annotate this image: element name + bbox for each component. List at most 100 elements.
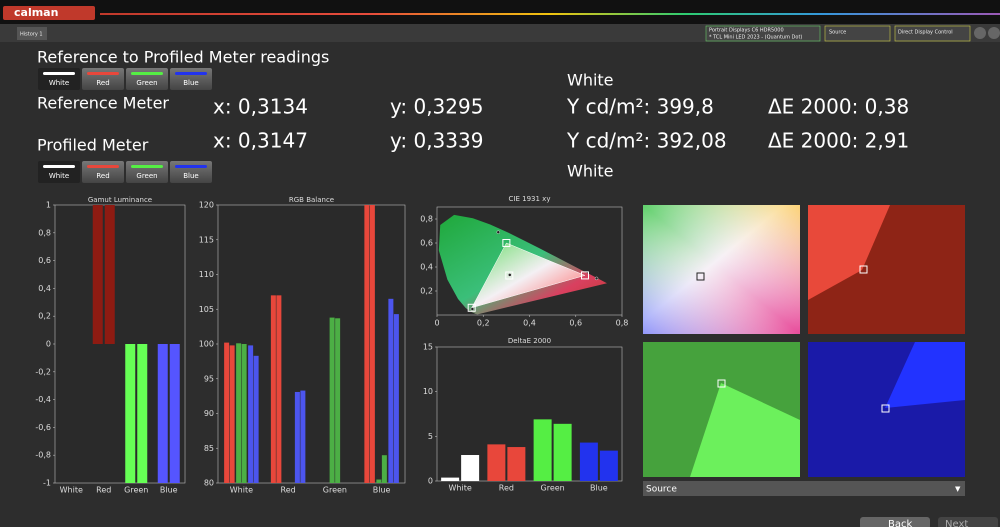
button-label: Green <box>136 172 157 180</box>
x-tick-label: Blue <box>590 484 608 493</box>
chart-title: CIE 1931 xy <box>509 195 551 203</box>
marker <box>881 404 890 413</box>
x-tick-label: Red <box>499 484 514 493</box>
source-dropdown[interactable] <box>643 481 965 496</box>
y-tick-label: 90 <box>204 409 214 418</box>
measured-point <box>470 307 475 311</box>
bar <box>294 391 300 483</box>
bar <box>461 455 480 481</box>
y-tick-label: 0,4 <box>38 284 51 293</box>
y-tick-label: 85 <box>204 444 214 453</box>
color-square-overlay <box>643 205 800 334</box>
x-tick-label: 0 <box>434 319 439 328</box>
rainbow-line <box>100 13 1000 15</box>
bar <box>393 314 399 483</box>
button-swatch <box>43 72 75 75</box>
y-tick-label: 0,4 <box>420 263 433 272</box>
bar <box>300 390 306 483</box>
marker <box>696 272 705 281</box>
x-tick-label: Green <box>323 486 347 495</box>
y-tick-label: 0,2 <box>38 312 51 321</box>
next-label: Next <box>945 519 968 527</box>
logo: calman <box>14 6 58 19</box>
bar <box>270 295 276 483</box>
back-button[interactable] <box>860 517 930 527</box>
bar <box>253 355 259 483</box>
bar <box>335 318 341 483</box>
y-tick-label: 0,8 <box>38 228 51 237</box>
settings-button[interactable] <box>974 27 986 39</box>
bar <box>92 205 103 344</box>
display-label: Portrait Displays C6 HDR5000 <box>709 28 784 34</box>
y-tick-label: -0,8 <box>35 451 51 460</box>
control-select[interactable] <box>894 25 971 42</box>
y-tick-label: 80 <box>204 479 214 488</box>
bar <box>487 444 506 481</box>
measured-point <box>508 273 512 277</box>
tab-label: History 1 <box>20 32 43 38</box>
y-tick-label: 0,2 <box>420 287 433 296</box>
x-tick-label: 0,8 <box>616 319 629 328</box>
button-swatch <box>87 72 119 75</box>
chart-title: Gamut Luminance <box>88 196 152 204</box>
y-tick-label: 95 <box>204 374 214 383</box>
reading: y: 0,3295 <box>390 95 483 119</box>
control-label: Direct Display Control <box>898 30 953 36</box>
bar <box>579 442 598 481</box>
button-label: Green <box>136 79 157 87</box>
meter-label: Profiled Meter <box>37 136 149 155</box>
x-tick-label: Green <box>124 486 148 495</box>
button-swatch <box>43 165 75 168</box>
y-tick-label: 0,6 <box>420 239 433 248</box>
target-label: White <box>567 71 614 90</box>
bar <box>169 344 180 483</box>
bar <box>229 345 235 483</box>
button-label: White <box>49 79 69 87</box>
bar <box>388 298 394 483</box>
meter-label: Reference Meter <box>37 94 169 113</box>
button-swatch <box>131 165 163 168</box>
target-point <box>467 303 476 312</box>
bar <box>369 205 375 483</box>
target-label: White <box>567 162 614 181</box>
next-button[interactable] <box>938 517 998 527</box>
y-tick-label: -0,2 <box>35 367 51 376</box>
reading: y: 0,3339 <box>390 129 483 153</box>
target-point <box>502 239 511 247</box>
source-select-top[interactable] <box>824 25 891 42</box>
tab[interactable] <box>17 27 47 40</box>
bar <box>125 344 136 483</box>
y-tick-label: 0 <box>46 340 51 349</box>
logo-button[interactable] <box>3 6 95 20</box>
bar <box>236 343 242 483</box>
x-tick-label: Blue <box>160 486 178 495</box>
bar <box>381 455 387 483</box>
y-tick-label: 115 <box>199 235 214 244</box>
settings-button[interactable] <box>988 27 1000 39</box>
bar <box>276 295 282 483</box>
x-tick-label: White <box>60 486 83 495</box>
reading: x: 0,3147 <box>213 129 308 153</box>
display-select[interactable] <box>705 25 821 42</box>
button-label: Red <box>96 172 109 180</box>
target-point <box>581 271 589 280</box>
chart-title: DeltaE 2000 <box>508 337 551 345</box>
bar <box>157 344 168 483</box>
bar <box>104 205 115 344</box>
bar <box>533 419 552 481</box>
display-sublabel: * TCL Mini LED 2023 - (Quantum Dot) <box>709 35 802 41</box>
reading: ΔE 2000: 2,91 <box>768 129 909 153</box>
x-tick-label: Red <box>96 486 111 495</box>
color-region <box>808 205 890 300</box>
x-tick-label: White <box>448 484 471 493</box>
x-tick-label: 0,2 <box>477 319 490 328</box>
bar <box>224 342 230 483</box>
y-tick-label: 0,6 <box>38 256 51 265</box>
back-label: Back <box>888 519 912 527</box>
y-tick-label: 120 <box>199 201 214 210</box>
button-swatch <box>87 165 119 168</box>
button-label: White <box>49 172 69 180</box>
readings-title: Reference to Profiled Meter readings <box>37 48 329 67</box>
charts: White Red Green Blue White Red Green Blue Gamut … <box>35 68 628 495</box>
x-tick-label: Red <box>281 486 296 495</box>
